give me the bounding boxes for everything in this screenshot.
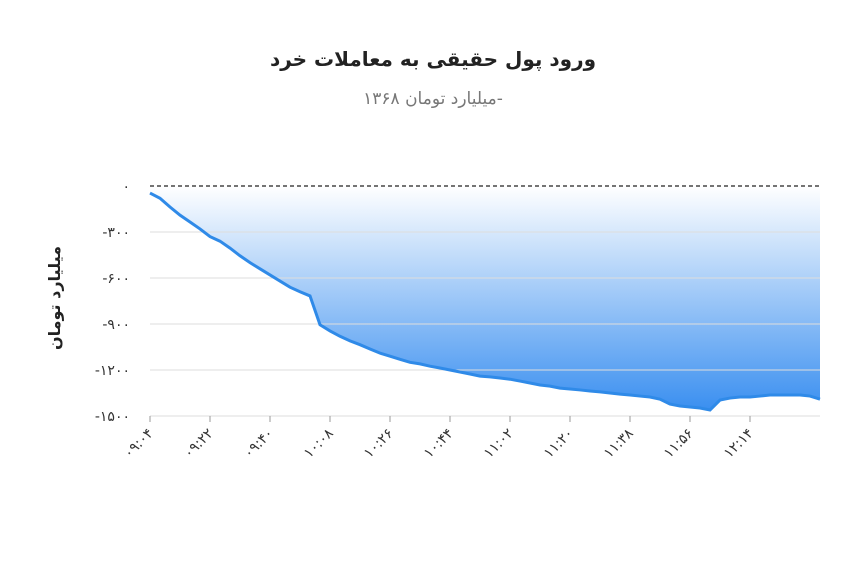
x-tick-label: ۱۱:۳۸ bbox=[601, 425, 637, 461]
x-tick-label: ۱۱:۵۶ bbox=[661, 426, 697, 462]
x-tick-label: ۱۱:۲۰ bbox=[541, 426, 577, 462]
chart-title: ورود پول حقیقی به معاملات خرد bbox=[270, 47, 596, 72]
chart-subtitle: میلیارد تومان ۱۳۶۸- bbox=[363, 89, 503, 109]
area-fill bbox=[150, 186, 820, 411]
y-tick-label: -۶۰۰ bbox=[102, 271, 130, 287]
y-tick-label: -۱۲۰۰ bbox=[95, 363, 130, 379]
x-tick-label: ۱۱:۰۲ bbox=[481, 426, 517, 462]
x-tick-label: ۱۰:۴۴ bbox=[421, 426, 457, 462]
x-tick-label: ۰۹:۴۰ bbox=[241, 426, 277, 462]
line bbox=[149, 191, 821, 412]
y-tick-label: ۰ bbox=[122, 179, 130, 195]
x-tick-label: ۱۲:۱۴ bbox=[721, 426, 757, 462]
y-axis-label: میلیارد تومان bbox=[45, 246, 64, 350]
x-tick-label: ۱۰:۲۶ bbox=[361, 426, 397, 462]
x-tick-label: ۰۹:۰۴ bbox=[121, 426, 157, 462]
y-tick-label: -۱۵۰۰ bbox=[95, 409, 130, 425]
y-tick-label: -۳۰۰ bbox=[102, 225, 130, 241]
x-tick-label: ۰۹:۲۲ bbox=[181, 426, 217, 462]
y-tick-label: -۹۰۰ bbox=[102, 317, 130, 333]
x-tick-label: ۱۰:۰۸ bbox=[301, 425, 337, 461]
